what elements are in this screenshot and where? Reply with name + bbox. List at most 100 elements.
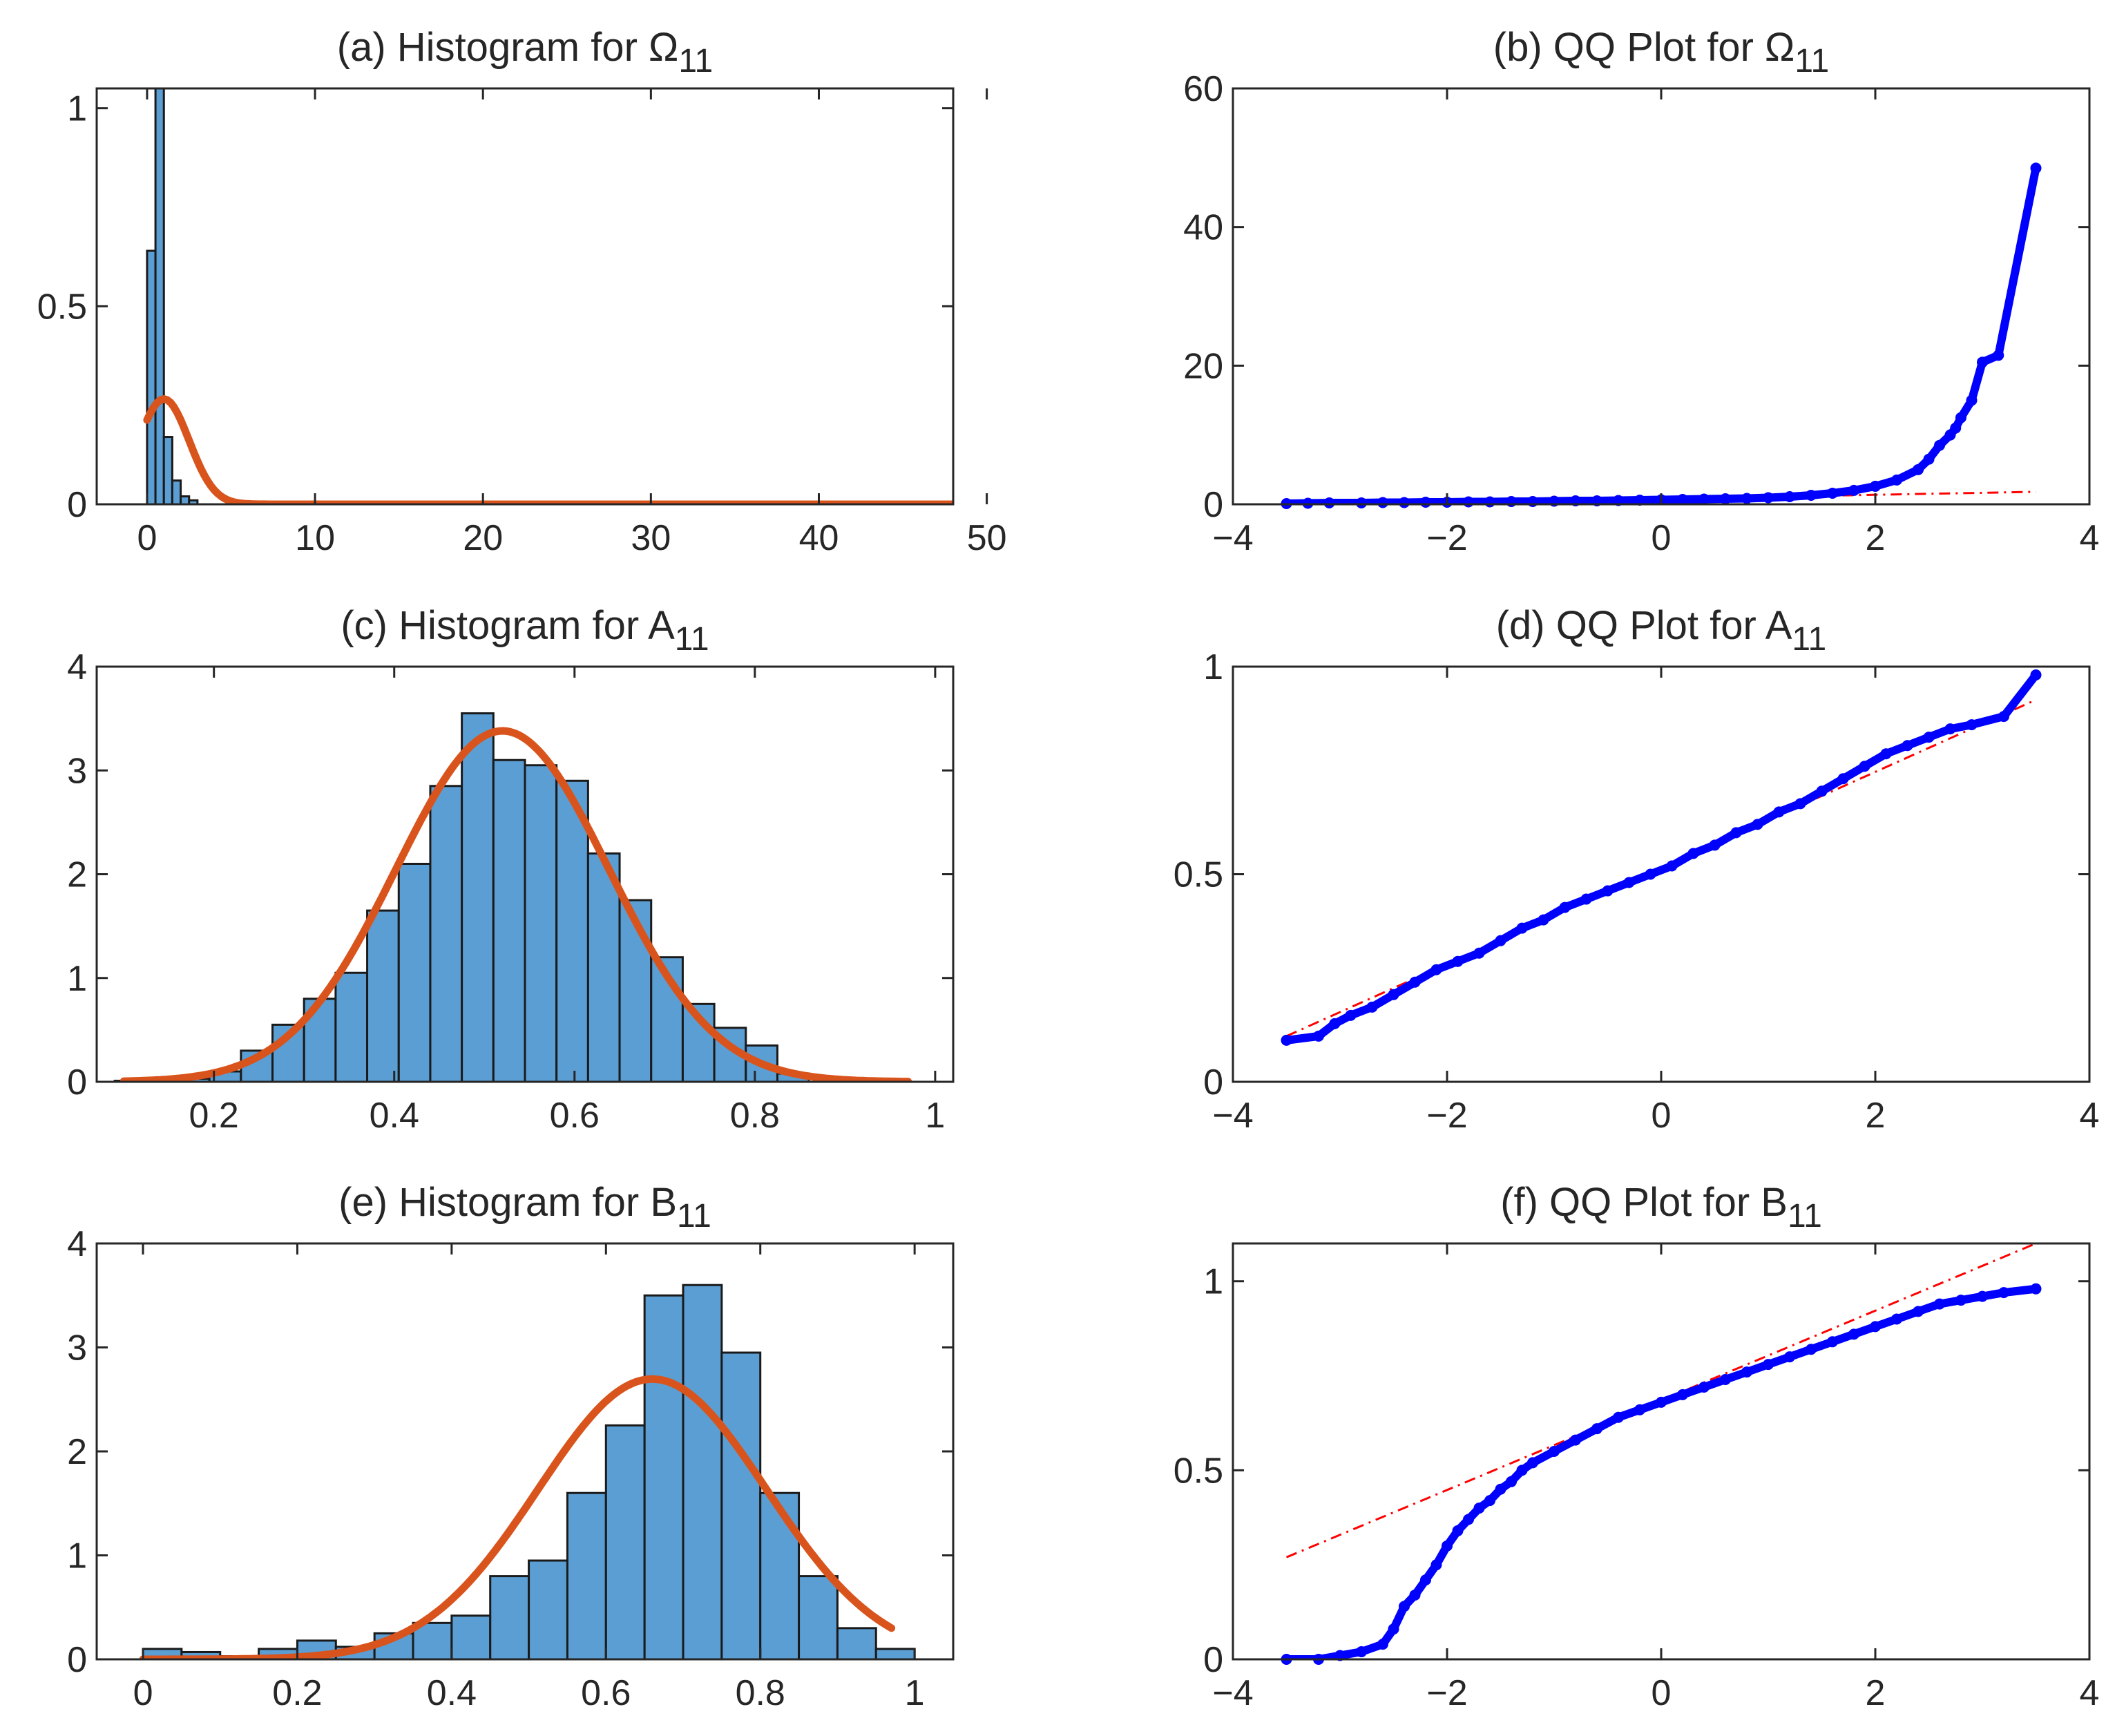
qq-point [1463,496,1474,508]
panel-title-subscript: 11 [1788,1198,1822,1234]
panel-data [1282,164,2040,504]
qq-point [1613,495,1624,506]
histogram-bar [154,88,165,504]
qq-point [1784,1351,1795,1363]
x-tick-label: −4 [1212,1096,1253,1136]
qq-point [1495,1483,1506,1495]
y-tick-label: 20 [1183,346,1223,386]
panel-title-subscript: 11 [1794,43,1829,79]
qq-point [1570,1434,1581,1446]
qq-point [1955,1295,1966,1306]
histogram-bar [180,495,191,504]
y-tick-label: 0.5 [37,287,87,327]
qq-point [1473,1503,1485,1514]
qq-point [1993,350,2004,361]
panel-title: (a) Histogram for Ω11 [337,25,713,79]
panel-title: (b) QQ Plot for Ω11 [1493,25,1829,79]
panel-data [113,712,912,1082]
qq-point [1891,1313,1902,1325]
histogram-bar [171,479,182,504]
x-tick-label: 2 [1866,1673,1886,1713]
y-tick-label: 1 [1203,647,1223,687]
panel-d: −4 −2 0 2 4 0 0.5 1 (d) QQ Plot for A11 [1174,603,2100,1136]
panel-title-main: (d) QQ Plot for A [1496,603,1792,648]
qq-point [1345,1009,1357,1021]
qq-point [2030,162,2042,174]
qq-point [1527,495,1538,507]
qq-point [1580,893,1592,905]
histogram-bar [643,1294,685,1659]
qq-point [1827,1336,1838,1348]
qq-point [1784,490,1795,502]
qq-point [2030,1283,2042,1295]
x-tick-label: 4 [2080,518,2100,558]
qq-point [1313,1030,1324,1042]
qq-point [1752,819,1763,830]
histogram-bar [618,899,653,1082]
panel-title: (f) QQ Plot for B11 [1500,1180,1822,1234]
qq-point [1473,947,1485,959]
x-tick-label: −2 [1426,1096,1467,1136]
qq-point [1859,761,1870,772]
y-tick-label: 0.5 [1174,1451,1223,1491]
histogram-bar [450,1614,492,1659]
x-tick-label: 1 [925,1096,945,1136]
panel-title: (e) Histogram for B11 [338,1180,711,1234]
panel-title-subscript: 11 [675,621,709,658]
x-tick-label: 0.2 [189,1096,239,1136]
panel-f: −4 −2 0 2 4 0 0.5 1 (f) QQ Plot for B11 [1174,1180,2100,1713]
y-tick-label: 40 [1183,208,1223,248]
qq-point [1634,1404,1645,1415]
qq-point [1794,798,1806,810]
qq-point [1484,496,1495,508]
qq-point [1366,1001,1378,1013]
panel-c: 0.2 0.4 0.6 0.8 1 0 1 2 3 4 (c) Histogram for A11 [67,603,955,1136]
qq-point [1870,480,1881,492]
qq-point [1950,422,1962,434]
qq-point [1677,493,1688,505]
histogram-bar [836,1627,877,1659]
y-tick-label: 60 [1183,69,1223,109]
x-tick-label: 0 [1652,518,1672,558]
qq-point [2030,669,2042,681]
histogram-bar [146,249,157,504]
panel-e: 0 0.2 0.4 0.6 0.8 1 0 1 2 3 4 (e) Histogram for B11 [67,1180,955,1713]
qq-point [1806,1344,1817,1355]
qq-point [1356,497,1367,508]
qq-point [1966,394,1978,406]
qq-point [1998,1287,2009,1299]
qq-point [1720,493,1731,504]
histogram-bar [397,862,432,1082]
qq-point [1763,492,1774,504]
qq-point [1837,773,1849,785]
histogram-bar [682,1284,723,1659]
x-tick-label: 0.8 [736,1673,785,1713]
panel-title-subscript: 11 [678,43,713,79]
panel-title: (d) QQ Plot for A11 [1496,603,1827,658]
panel-data [1282,1243,2040,1659]
panel-title-subscript: 11 [1792,621,1826,658]
qq-point [1559,902,1571,913]
y-tick-label: 1 [67,89,87,129]
x-tick-label: −4 [1212,1673,1253,1713]
qq-point [1923,732,1935,743]
y-tick-label: 2 [67,855,87,895]
x-tick-label: 20 [463,518,503,558]
panel-title-main: (c) Histogram for A [341,603,675,648]
qq-point [1538,914,1549,926]
x-tick-label: 0.6 [581,1673,631,1713]
qq-point [1656,1396,1667,1408]
qq-point [1409,976,1421,988]
qq-point [1709,839,1721,851]
qq-point [1356,1646,1367,1658]
qq-point [1730,827,1742,839]
histogram-bar [334,971,369,1082]
qq-point [1720,1374,1731,1386]
reference-line [1285,1243,2037,1558]
qq-point [1687,848,1699,859]
x-tick-label: 4 [2080,1096,2100,1136]
qq-point-band [1282,1284,2040,1659]
y-tick-label: 3 [67,1328,87,1368]
